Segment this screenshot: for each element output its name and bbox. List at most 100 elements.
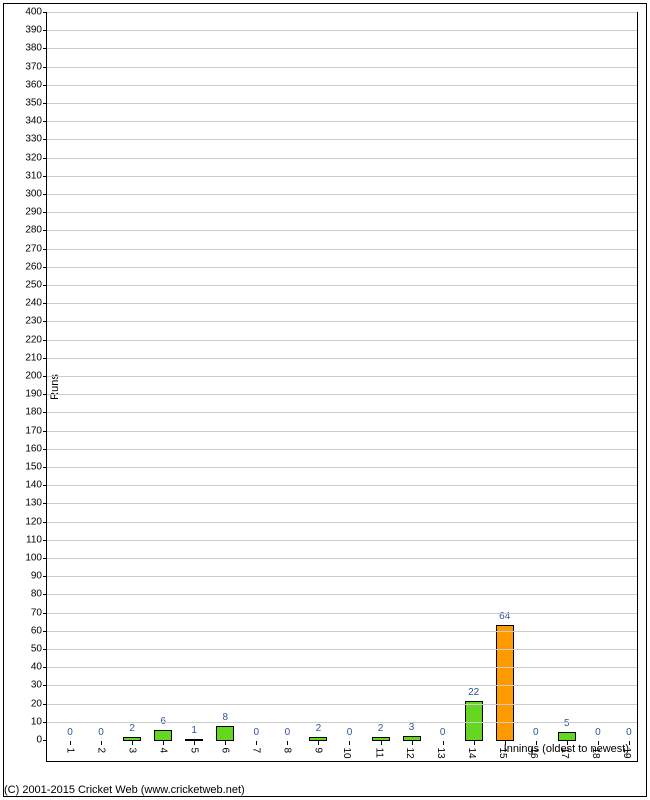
y-tick-mark	[43, 431, 47, 432]
y-tick-label: 150	[25, 462, 42, 473]
y-tick-mark	[43, 485, 47, 486]
y-tick-label: 240	[25, 298, 42, 309]
gridline	[47, 285, 637, 286]
y-tick-mark	[43, 740, 47, 741]
y-tick-label: 30	[31, 680, 42, 691]
y-tick-label: 140	[25, 480, 42, 491]
y-tick-label: 0	[36, 735, 42, 746]
y-tick-mark	[43, 85, 47, 86]
y-tick-label: 160	[25, 443, 42, 454]
gridline	[47, 321, 637, 322]
bar	[216, 726, 234, 741]
y-tick-mark	[43, 321, 47, 322]
x-tick-mark	[132, 741, 133, 745]
copyright-text: (C) 2001-2015 Cricket Web (www.cricketwe…	[4, 784, 245, 796]
x-tick-mark	[412, 741, 413, 745]
x-tick-mark	[349, 741, 350, 745]
y-tick-label: 290	[25, 207, 42, 218]
y-tick-label: 200	[25, 371, 42, 382]
y-tick-mark	[43, 267, 47, 268]
bar-value-label: 0	[595, 727, 601, 738]
x-tick-label: 2	[96, 748, 107, 754]
x-tick-label: 10	[341, 748, 352, 759]
gridline	[47, 376, 637, 377]
x-tick-label: 7	[251, 748, 262, 754]
y-tick-label: 350	[25, 98, 42, 109]
bar-value-label: 0	[285, 727, 291, 738]
chart-container: 0102236415860708290102113120132214641501…	[0, 0, 650, 800]
gridline	[47, 121, 637, 122]
x-tick-mark	[101, 741, 102, 745]
bar-value-label: 0	[98, 727, 104, 738]
y-axis-label: Runs	[49, 374, 61, 400]
bar-value-label: 0	[347, 727, 353, 738]
y-tick-mark	[43, 394, 47, 395]
y-tick-mark	[43, 522, 47, 523]
gridline	[47, 522, 637, 523]
y-tick-label: 230	[25, 316, 42, 327]
bar-value-label: 0	[626, 727, 632, 738]
y-tick-mark	[43, 176, 47, 177]
gridline	[47, 30, 637, 31]
y-tick-label: 260	[25, 261, 42, 272]
x-tick-mark	[194, 741, 195, 745]
y-tick-label: 80	[31, 589, 42, 600]
y-tick-label: 270	[25, 243, 42, 254]
gridline	[47, 176, 637, 177]
x-tick-label: 1	[65, 748, 76, 754]
gridline	[47, 431, 637, 432]
x-tick-label: 14	[466, 748, 477, 759]
x-tick-label: 6	[220, 748, 231, 754]
gridline	[47, 558, 637, 559]
y-tick-mark	[43, 249, 47, 250]
y-tick-label: 390	[25, 25, 42, 36]
x-tick-label: 13	[435, 748, 446, 759]
bar-value-label: 3	[409, 722, 415, 733]
gridline	[47, 503, 637, 504]
y-tick-label: 330	[25, 134, 42, 145]
gridline	[47, 540, 637, 541]
y-tick-label: 220	[25, 334, 42, 345]
x-tick-label: 4	[158, 748, 169, 754]
y-tick-mark	[43, 103, 47, 104]
gridline	[47, 48, 637, 49]
y-tick-label: 400	[25, 7, 42, 18]
y-tick-mark	[43, 594, 47, 595]
x-tick-label: 9	[313, 748, 324, 754]
gridline	[47, 649, 637, 650]
bar-value-label: 0	[440, 727, 446, 738]
gridline	[47, 613, 637, 614]
gridline	[47, 394, 637, 395]
bar-value-label: 2	[316, 723, 322, 734]
y-tick-mark	[43, 722, 47, 723]
bar-value-label: 2	[129, 723, 135, 734]
y-tick-label: 310	[25, 170, 42, 181]
gridline	[47, 412, 637, 413]
y-tick-mark	[43, 139, 47, 140]
y-tick-mark	[43, 540, 47, 541]
y-tick-label: 320	[25, 152, 42, 163]
x-tick-label: 11	[373, 748, 384, 758]
y-tick-label: 360	[25, 79, 42, 90]
y-tick-label: 370	[25, 61, 42, 72]
gridline	[47, 139, 637, 140]
bar	[496, 625, 514, 741]
x-tick-label: 5	[189, 748, 200, 754]
x-tick-mark	[381, 741, 382, 745]
bar-value-label: 0	[533, 727, 539, 738]
y-tick-label: 10	[31, 716, 42, 727]
y-tick-mark	[43, 449, 47, 450]
y-tick-mark	[43, 121, 47, 122]
y-tick-mark	[43, 667, 47, 668]
gridline	[47, 158, 637, 159]
plot-area: 0102236415860708290102113120132214641501…	[46, 12, 638, 762]
y-tick-label: 100	[25, 553, 42, 564]
gridline	[47, 685, 637, 686]
y-tick-mark	[43, 48, 47, 49]
y-tick-mark	[43, 412, 47, 413]
y-tick-mark	[43, 67, 47, 68]
y-tick-mark	[43, 576, 47, 577]
bar	[558, 732, 576, 741]
gridline	[47, 667, 637, 668]
y-tick-mark	[43, 649, 47, 650]
